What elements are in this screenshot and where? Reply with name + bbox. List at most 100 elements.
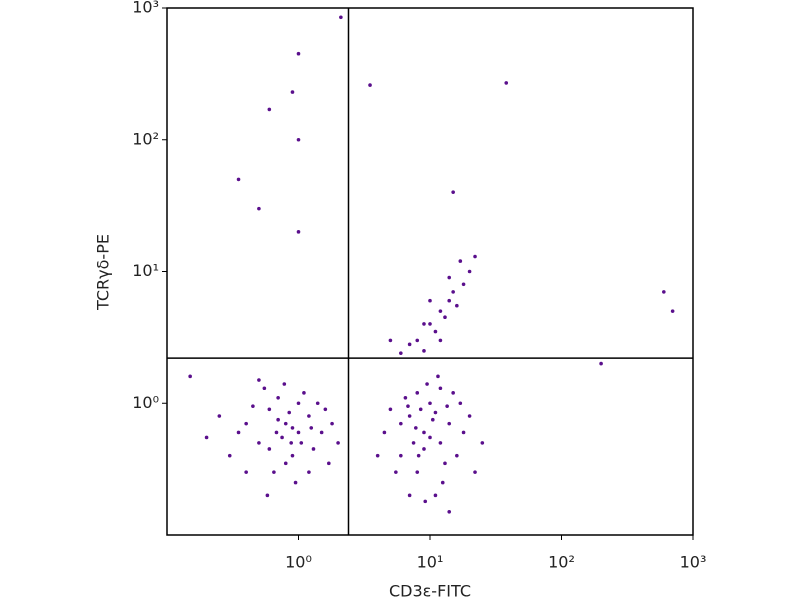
x-tick-label: 10¹ xyxy=(417,553,444,572)
event-dot xyxy=(276,395,280,400)
event-dot xyxy=(428,435,432,440)
event-dot xyxy=(418,407,423,412)
event-dot xyxy=(451,190,455,194)
event-dot xyxy=(599,361,603,366)
event-dot xyxy=(458,259,463,263)
event-dot xyxy=(422,322,426,326)
event-dot xyxy=(415,391,420,395)
event-dot xyxy=(440,480,445,485)
event-dot xyxy=(265,493,270,498)
event-dot xyxy=(290,426,295,430)
event-dot xyxy=(290,90,295,94)
y-tick-label: 10² xyxy=(132,129,159,148)
event-dot xyxy=(445,404,449,408)
event-dot xyxy=(267,407,272,412)
event-dot xyxy=(415,470,420,474)
event-dot xyxy=(327,461,331,466)
event-dot xyxy=(416,453,421,458)
event-dot xyxy=(662,290,666,294)
event-dot xyxy=(267,107,272,112)
event-dot xyxy=(430,417,435,422)
event-dot xyxy=(467,414,472,418)
event-dot xyxy=(323,407,328,412)
event-dot xyxy=(428,401,432,406)
event-dot xyxy=(227,453,232,458)
event-dot xyxy=(443,315,447,319)
event-dot xyxy=(296,51,301,56)
event-dot xyxy=(388,407,393,412)
event-dot xyxy=(428,298,432,303)
event-dot xyxy=(461,430,466,435)
event-dot xyxy=(443,461,447,466)
event-dot xyxy=(204,435,209,440)
event-dot xyxy=(433,329,438,334)
event-dot xyxy=(407,414,412,418)
event-dot xyxy=(251,404,255,408)
y-tick-label: 10³ xyxy=(132,0,159,17)
event-dot xyxy=(287,410,292,415)
event-dot xyxy=(368,83,372,87)
event-dot xyxy=(447,421,452,426)
event-dot xyxy=(428,322,432,326)
event-dot xyxy=(438,441,443,445)
event-dot xyxy=(411,441,416,445)
event-dot xyxy=(244,470,248,474)
event-dot xyxy=(276,417,280,422)
event-dot xyxy=(504,81,509,85)
event-dot xyxy=(467,269,472,274)
event-dot xyxy=(438,338,443,343)
event-dot xyxy=(399,421,403,426)
event-dot xyxy=(267,447,272,451)
event-dot xyxy=(257,206,261,211)
event-dot xyxy=(425,382,429,386)
event-dot xyxy=(319,430,324,435)
event-dot xyxy=(217,414,222,418)
event-dot xyxy=(670,309,675,313)
event-dot xyxy=(280,435,284,440)
event-dot xyxy=(296,430,301,435)
event-dot xyxy=(296,137,301,142)
event-dot xyxy=(423,499,428,504)
event-dot xyxy=(262,386,267,391)
event-dot xyxy=(455,303,459,308)
event-dot xyxy=(422,349,426,353)
event-dot xyxy=(299,441,304,445)
event-dot xyxy=(458,401,463,406)
event-dot xyxy=(436,374,440,379)
event-dot xyxy=(473,254,477,259)
event-dot xyxy=(406,404,410,408)
event-dot xyxy=(422,430,426,435)
event-dot xyxy=(438,386,443,391)
event-dot xyxy=(307,414,311,418)
y-tick-label: 10¹ xyxy=(132,261,159,280)
event-dot xyxy=(244,421,248,426)
event-dot xyxy=(455,453,459,458)
event-dot xyxy=(388,338,393,343)
event-dot xyxy=(451,290,455,294)
event-dot xyxy=(461,282,466,287)
event-dot xyxy=(283,421,288,426)
event-dot xyxy=(447,510,452,514)
event-dot xyxy=(375,453,380,458)
event-dot xyxy=(272,470,276,474)
event-dot xyxy=(336,441,340,445)
x-axis-label: CD3ε-FITC xyxy=(389,582,471,601)
event-dot xyxy=(399,453,403,458)
event-dot xyxy=(382,430,387,435)
event-dot xyxy=(307,470,311,474)
event-dot xyxy=(188,374,192,379)
event-dot xyxy=(296,401,301,406)
event-dot xyxy=(293,480,298,485)
event-dot xyxy=(289,441,293,445)
x-tick-label: 10⁰ xyxy=(285,553,312,572)
event-dot xyxy=(309,426,314,430)
event-dot xyxy=(433,493,438,498)
event-dot xyxy=(311,447,316,451)
y-axis-label: TCRγδ-PE xyxy=(94,234,113,311)
event-dot xyxy=(302,391,306,395)
x-tick-label: 10² xyxy=(548,553,575,572)
event-dot xyxy=(433,410,438,415)
event-dot xyxy=(447,298,452,303)
event-dot xyxy=(236,430,241,435)
